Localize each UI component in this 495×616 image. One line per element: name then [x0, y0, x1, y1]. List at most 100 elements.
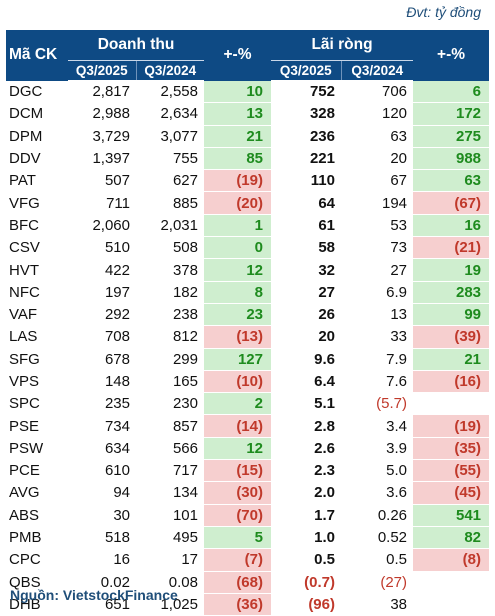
profit-prior-cell: 3.6 [341, 481, 414, 505]
revenue-prior-cell: 0.08 [136, 571, 204, 594]
profit-prior-cell: 6.9 [341, 281, 414, 304]
header-revenue-q-prior: Q3/2024 [135, 60, 204, 81]
revenue-prior-cell: 2,634 [136, 102, 204, 126]
profit-change-cell: (8) [413, 548, 490, 572]
header-revenue: Doanh thu [68, 30, 204, 61]
profit-prior-cell: 20 [341, 147, 414, 171]
profit-current-cell: 2.6 [271, 437, 341, 461]
profit-current-cell: 9.6 [271, 348, 341, 371]
revenue-prior-cell: 508 [136, 236, 204, 260]
ticker-cell: VPS [6, 370, 68, 394]
profit-change-cell [413, 571, 490, 594]
ticker-cell: PSW [6, 437, 68, 461]
revenue-prior-cell: 299 [136, 348, 204, 371]
profit-prior-cell: 120 [341, 102, 414, 126]
profit-change-cell: (39) [413, 325, 490, 349]
revenue-current-cell: 610 [68, 459, 136, 483]
revenue-change-cell: 13 [204, 102, 271, 126]
revenue-current-cell: 518 [68, 526, 136, 550]
revenue-prior-cell: 495 [136, 526, 204, 550]
profit-prior-cell: 38 [341, 593, 414, 616]
revenue-prior-cell: 3,077 [136, 125, 204, 148]
unit-label: Đvt: tỷ đồng [406, 4, 481, 20]
revenue-current-cell: 148 [68, 370, 136, 394]
revenue-prior-cell: 101 [136, 504, 204, 527]
source-note: Nguồn: VietstockFinance [10, 587, 178, 603]
ticker-cell: DDV [6, 147, 68, 171]
revenue-change-cell: (36) [204, 593, 271, 616]
profit-current-cell: 752 [271, 80, 341, 104]
profit-current-cell: 328 [271, 102, 341, 126]
profit-change-cell [413, 392, 490, 416]
revenue-prior-cell: 755 [136, 147, 204, 171]
profit-change-cell: 988 [413, 147, 490, 171]
profit-change-cell: (55) [413, 459, 490, 483]
profit-change-cell [413, 593, 490, 616]
profit-change-cell: 82 [413, 526, 490, 550]
revenue-current-cell: 734 [68, 414, 136, 438]
revenue-current-cell: 634 [68, 437, 136, 461]
header-profit-change: +-% [413, 30, 490, 81]
profit-change-cell: 19 [413, 258, 490, 282]
table-row: DCM 2,988 2,634 13 328 120 172 [6, 102, 490, 126]
ticker-cell: PMB [6, 526, 68, 550]
revenue-change-cell: 8 [204, 281, 271, 304]
revenue-current-cell: 94 [68, 481, 136, 505]
ticker-cell: NFC [6, 281, 68, 304]
profit-change-cell: 283 [413, 281, 490, 304]
ticker-cell: SPC [6, 392, 68, 416]
profit-current-cell: 0.5 [271, 548, 341, 572]
table-row: DPM 3,729 3,077 21 236 63 275 [6, 125, 490, 148]
revenue-prior-cell: 2,558 [136, 80, 204, 104]
header-profit: Lãi ròng [271, 30, 414, 61]
ticker-cell: PAT [6, 169, 68, 193]
profit-current-cell: (0.7) [271, 571, 341, 594]
table-row: ABS 30 101 (70) 1.7 0.26 541 [6, 504, 490, 527]
ticker-cell: PSE [6, 414, 68, 438]
revenue-current-cell: 1,397 [68, 147, 136, 171]
revenue-current-cell: 16 [68, 548, 136, 572]
revenue-current-cell: 30 [68, 504, 136, 527]
profit-prior-cell: 194 [341, 191, 414, 215]
revenue-current-cell: 292 [68, 303, 136, 327]
profit-current-cell: 2.8 [271, 414, 341, 438]
ticker-cell: DCM [6, 102, 68, 126]
table-row: SFG 678 299 127 9.6 7.9 21 [6, 348, 490, 371]
table-row: LAS 708 812 (13) 20 33 (39) [6, 325, 490, 349]
profit-prior-cell: 3.4 [341, 414, 414, 438]
revenue-change-cell: (13) [204, 325, 271, 349]
revenue-change-cell: (7) [204, 548, 271, 572]
table-row: VFG 711 885 (20) 64 194 (67) [6, 191, 490, 215]
profit-prior-cell: 706 [341, 80, 414, 104]
profit-current-cell: (96) [271, 593, 341, 616]
ticker-cell: DGC [6, 80, 68, 104]
revenue-change-cell: (20) [204, 191, 271, 215]
revenue-current-cell: 711 [68, 191, 136, 215]
table-row: PSW 634 566 12 2.6 3.9 (35) [6, 437, 490, 461]
profit-current-cell: 61 [271, 214, 341, 238]
ticker-cell: LAS [6, 325, 68, 349]
table-row: PCE 610 717 (15) 2.3 5.0 (55) [6, 459, 490, 483]
profit-change-cell: (19) [413, 414, 490, 438]
profit-current-cell: 2.0 [271, 481, 341, 505]
revenue-change-cell: 10 [204, 80, 271, 104]
revenue-current-cell: 507 [68, 169, 136, 193]
profit-change-cell: (67) [413, 191, 490, 215]
header-revenue-q-current: Q3/2025 [68, 60, 136, 81]
profit-prior-cell: 13 [341, 303, 414, 327]
profit-prior-cell: 67 [341, 169, 414, 193]
profit-prior-cell: 0.5 [341, 548, 414, 572]
revenue-prior-cell: 165 [136, 370, 204, 394]
revenue-current-cell: 2,817 [68, 80, 136, 104]
revenue-current-cell: 3,729 [68, 125, 136, 148]
profit-change-cell: 21 [413, 348, 490, 371]
table-row: PAT 507 627 (19) 110 67 63 [6, 169, 490, 193]
profit-change-cell: 63 [413, 169, 490, 193]
profit-current-cell: 32 [271, 258, 341, 282]
profit-change-cell: (35) [413, 437, 490, 461]
revenue-change-cell: 85 [204, 147, 271, 171]
revenue-change-cell: 5 [204, 526, 271, 550]
profit-change-cell: 99 [413, 303, 490, 327]
revenue-prior-cell: 717 [136, 459, 204, 483]
table-row: HVT 422 378 12 32 27 19 [6, 258, 490, 282]
